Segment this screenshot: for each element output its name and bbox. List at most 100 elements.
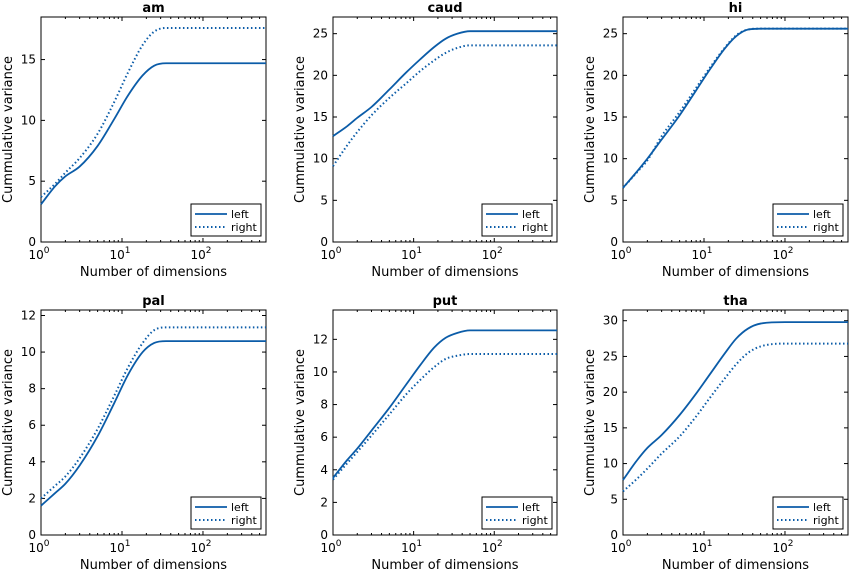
panel-hi: hi 0 5 10 15 20 25 100 101 102 Number of dimension… [583, 1, 849, 280]
y-tick-label: 12 [21, 308, 36, 322]
y-tick-label: 0 [28, 235, 36, 249]
x-tick-label: 100 [610, 539, 631, 555]
panel-am: am 0 5 10 15 100 101 102 Number of dimensions Cum… [1, 1, 267, 280]
y-tick-label: 8 [320, 398, 328, 412]
y-tick-label: 20 [603, 68, 618, 82]
series-line-left [622, 27, 848, 189]
x-tick-exponent: 2 [206, 246, 212, 256]
plot-frame [622, 16, 849, 243]
x-axis-label: Number of dimensions [80, 558, 227, 573]
y-tick-label: 15 [21, 53, 36, 67]
legend-label-right: right [231, 514, 258, 527]
x-axis-label: Number of dimensions [80, 265, 227, 280]
y-tick-label: 0 [610, 235, 618, 249]
y-tick-label: 15 [603, 110, 618, 124]
x-tick-label: 100 [610, 246, 631, 262]
x-tick-exponent: 1 [707, 246, 713, 256]
x-axis-label: Number of dimensions [662, 265, 809, 280]
y-tick-label: 2 [320, 495, 328, 509]
y-tick-label: 25 [603, 27, 618, 41]
x-tick-exponent: 0 [44, 539, 50, 549]
x-tick-exponent: 0 [336, 539, 342, 549]
x-tick-label: 101 [401, 539, 422, 555]
x-tick-label: 101 [691, 246, 712, 262]
x-tick-exponent: 2 [788, 539, 794, 549]
y-tick-label: 0 [320, 528, 328, 542]
y-tick-label: 4 [320, 463, 328, 477]
x-tick-label: 102 [190, 246, 211, 262]
y-tick-label: 10 [603, 152, 618, 166]
y-tick-label: 0 [28, 528, 36, 542]
x-tick-label: 101 [401, 246, 422, 262]
series-line-left [622, 321, 848, 481]
panel-title: caud [427, 1, 462, 16]
x-tick-exponent: 2 [497, 246, 503, 256]
x-tick-exponent: 2 [206, 539, 212, 549]
plot-frame [40, 16, 267, 243]
legend-box [190, 203, 262, 237]
y-tick-label: 0 [610, 528, 618, 542]
legend-box [481, 203, 553, 237]
series-line-left [40, 62, 266, 205]
panel-title: hi [729, 1, 743, 16]
panel-title: put [433, 294, 458, 309]
legend-box [772, 496, 844, 530]
y-tick-label: 6 [320, 430, 328, 444]
x-tick-exponent: 1 [416, 246, 422, 256]
y-tick-label: 2 [28, 491, 36, 505]
y-tick-label: 20 [313, 68, 328, 82]
legend-box [772, 203, 844, 237]
y-axis-label: Cummulative variance [1, 56, 16, 203]
x-tick-label: 101 [109, 246, 130, 262]
x-tick-label: 100 [28, 246, 49, 262]
y-tick-label: 5 [320, 193, 328, 207]
panel-title: am [142, 1, 164, 16]
x-tick-label: 100 [320, 539, 341, 555]
x-tick-label: 102 [482, 539, 503, 555]
legend-label-left: left [522, 208, 541, 221]
x-tick-exponent: 2 [788, 246, 794, 256]
x-tick-label: 102 [772, 539, 793, 555]
y-tick-label: 25 [603, 349, 618, 363]
y-axis-label: Cummulative variance [293, 349, 308, 496]
legend-label-left: left [522, 501, 541, 514]
legend-label-right: right [522, 514, 549, 527]
legend-label-left: left [813, 501, 832, 514]
y-tick-label: 10 [21, 345, 36, 359]
y-tick-label: 30 [603, 314, 618, 328]
legend-label-right: right [231, 221, 258, 234]
x-tick-exponent: 2 [497, 539, 503, 549]
legend-label-right: right [813, 514, 840, 527]
plot-frame [332, 309, 558, 536]
y-tick-label: 15 [313, 110, 328, 124]
x-tick-label: 101 [691, 539, 712, 555]
series-line-right [40, 26, 266, 198]
x-tick-label: 102 [772, 246, 793, 262]
y-axis-label: Cummulative variance [293, 56, 308, 203]
y-tick-label: 10 [21, 113, 36, 127]
plot-frame [622, 309, 849, 536]
panel-title: pal [142, 294, 165, 309]
x-tick-label: 100 [28, 539, 49, 555]
series-line-left [40, 340, 266, 507]
legend-label-left: left [813, 208, 832, 221]
y-tick-label: 10 [603, 457, 618, 471]
series-line-right [332, 44, 557, 167]
x-tick-label: 100 [320, 246, 341, 262]
y-tick-label: 10 [313, 152, 328, 166]
legend-label-left: left [231, 501, 250, 514]
x-tick-exponent: 0 [44, 246, 50, 256]
x-tick-label: 101 [109, 539, 130, 555]
y-tick-label: 5 [28, 174, 36, 188]
y-axis-label: Cummulative variance [1, 349, 16, 496]
y-tick-label: 0 [320, 235, 328, 249]
y-tick-label: 12 [313, 332, 328, 346]
legend-label-right: right [522, 221, 549, 234]
y-tick-label: 5 [610, 492, 618, 506]
x-tick-exponent: 0 [336, 246, 342, 256]
plot-frame [40, 309, 267, 536]
y-tick-label: 5 [610, 193, 618, 207]
